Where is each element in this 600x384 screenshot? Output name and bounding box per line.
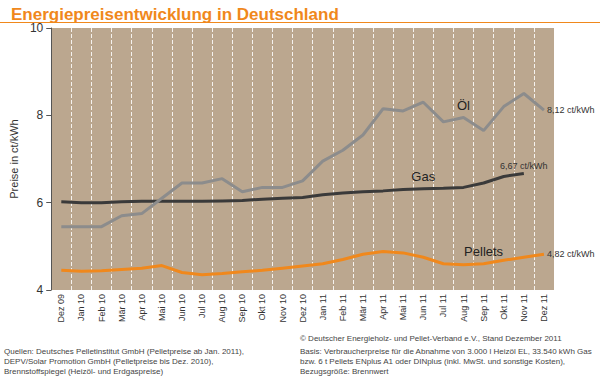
svg-text:Jan 10: Jan 10 — [76, 294, 86, 321]
svg-text:Dez 09: Dez 09 — [56, 294, 66, 323]
svg-text:Feb 10: Feb 10 — [97, 294, 107, 322]
svg-text:Gas: Gas — [411, 169, 435, 184]
svg-text:8: 8 — [37, 108, 44, 122]
svg-text:Jun 11: Jun 11 — [418, 294, 428, 320]
svg-text:4: 4 — [37, 283, 44, 297]
svg-text:6,67 ct/kWh: 6,67 ct/kWh — [500, 161, 548, 171]
svg-text:Aug 11: Aug 11 — [459, 294, 469, 322]
svg-text:Dez 10: Dez 10 — [298, 294, 308, 323]
svg-text:Mär 10: Mär 10 — [117, 294, 127, 322]
svg-text:Bezugsgröße: Brennwert: Bezugsgröße: Brennwert — [300, 367, 389, 376]
svg-text:Okt 10: Okt 10 — [257, 294, 267, 321]
svg-text:4,82 ct/kWh: 4,82 ct/kWh — [547, 249, 595, 259]
svg-text:Dez 11: Dez 11 — [539, 294, 549, 322]
svg-text:Jul 11: Jul 11 — [438, 294, 448, 317]
svg-text:Sep 10: Sep 10 — [237, 294, 247, 323]
svg-text:Aug 10: Aug 10 — [217, 294, 227, 323]
svg-text:Preise in ct/kWh: Preise in ct/kWh — [8, 119, 20, 198]
svg-text:10: 10 — [29, 21, 44, 35]
svg-text:Energiepreisentwicklung in Deu: Energiepreisentwicklung in Deutschland — [11, 5, 339, 24]
svg-text:Apr 10: Apr 10 — [137, 294, 147, 321]
svg-text:Pellets: Pellets — [464, 244, 504, 259]
svg-text:© Deutscher Energieholz- und P: © Deutscher Energieholz- und Pellet-Verb… — [300, 334, 562, 343]
svg-text:Mai 11: Mai 11 — [398, 294, 408, 320]
svg-text:6: 6 — [37, 196, 44, 210]
svg-text:Nov 11: Nov 11 — [519, 294, 529, 322]
svg-text:Quellen: Deutsches Pelletinsti: Quellen: Deutsches Pelletinstitut GmbH (… — [4, 347, 244, 356]
svg-text:DEPV/Solar Promotion GmbH (Pel: DEPV/Solar Promotion GmbH (Pelletpreise … — [4, 357, 213, 366]
svg-text:bzw. 6 t Pellets ENplus A1 ode: bzw. 6 t Pellets ENplus A1 oder DINplus … — [300, 357, 565, 366]
svg-text:Okt 11: Okt 11 — [499, 294, 509, 320]
svg-text:Basis: Verbraucherpreise für d: Basis: Verbraucherpreise für die Abnahme… — [300, 347, 592, 356]
svg-text:Mär 11: Mär 11 — [358, 294, 368, 321]
svg-text:Jan 11: Jan 11 — [318, 294, 328, 320]
svg-text:Sep 11: Sep 11 — [479, 294, 489, 322]
svg-text:Jul 10: Jul 10 — [197, 294, 207, 318]
svg-text:8,12 ct/kWh: 8,12 ct/kWh — [547, 105, 595, 115]
svg-text:Feb 11: Feb 11 — [338, 294, 348, 321]
svg-text:Brennstoffspiegel (Heizöl- und: Brennstoffspiegel (Heizöl- und Erdgaspre… — [4, 367, 163, 376]
svg-text:Mai 10: Mai 10 — [157, 294, 167, 321]
svg-text:Apr 11: Apr 11 — [378, 294, 388, 320]
svg-text:Nov 10: Nov 10 — [278, 294, 288, 323]
svg-text:Öl: Öl — [457, 98, 470, 113]
svg-text:Jun 10: Jun 10 — [177, 294, 187, 321]
